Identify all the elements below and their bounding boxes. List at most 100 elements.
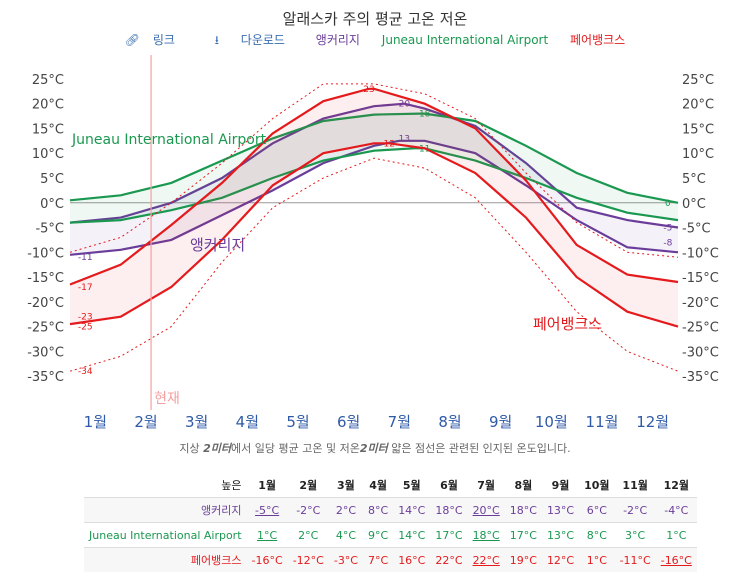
table-cell: 17°C (504, 522, 542, 548)
low-line-fairbanks (69, 142, 679, 328)
table-cell: 18°C (467, 522, 505, 548)
band-fairbanks (70, 88, 678, 327)
y-tick-left: -35°C (27, 370, 64, 385)
table-row: 앵커리지 -5°C -2°C 2°C 8°C 14°C 18°C 20°C 18°C 13°C 6°… (84, 497, 697, 523)
x-tick-label: 9월 (489, 413, 512, 430)
table-cell: 14°C (393, 522, 431, 548)
table-cell: 12°C (541, 547, 580, 572)
data-label: -11 (78, 253, 93, 263)
table-header-cell: 5월 (402, 479, 421, 492)
table-cell: 13°C (541, 497, 580, 523)
table-row: Juneau International Airport 1°C 2°C 4°C 9°C… (84, 522, 697, 548)
y-tick-left: 5°C (40, 172, 64, 187)
dotted-low-fairbanks (69, 157, 679, 372)
y-tick-left: -30°C (27, 345, 64, 360)
y-tick-left: -10°C (27, 246, 64, 261)
footnote-pre: 지상 (179, 442, 204, 455)
legend-anchorage[interactable]: 앵커리지 (315, 33, 360, 47)
download-label: 다운로드 (240, 33, 285, 47)
data-label: -17 (78, 283, 93, 293)
link-button[interactable]: 🔗︎ 링크 (124, 33, 175, 47)
table-cell: 13°C (541, 522, 580, 548)
table-cell: -2°C (287, 497, 329, 523)
table-header-cell: 9월 (551, 479, 570, 492)
table-cell: -4°C (655, 497, 697, 523)
band-juneau (70, 113, 678, 223)
table-row-name: Juneau International Airport (84, 522, 247, 548)
table-header-cell: 8월 (514, 479, 533, 492)
band-anchorage (70, 103, 678, 255)
y-tick-left: 0°C (40, 197, 64, 212)
y-tick-right: -20°C (682, 296, 719, 311)
table-cell: 4°C (328, 522, 363, 548)
y-tick-right: 5°C (682, 172, 706, 187)
temperature-chart: 25°C 25°C 20°C 20°C 15°C 15°C 10°C 10°C 5°C 5°C 0°… (27, 55, 719, 430)
summary-table: 높은 1월 2월 3월 4월 5월 6월 7월 8월 9월 10월 11월 12월 앵커리지 -5°C -2°… (84, 473, 697, 572)
table-cell: -16°C (246, 547, 288, 572)
table-cell: -16°C (655, 547, 697, 572)
table-cell: 18°C (504, 497, 542, 523)
x-tick-label: 1월 (84, 413, 107, 430)
table-cell: 8°C (579, 522, 615, 548)
table-cell: 2°C (287, 522, 329, 548)
table-cell: 1°C (655, 522, 697, 548)
inline-label-anchorage: 앵커리지 (190, 236, 245, 254)
inline-label-fairbanks: 페어뱅크스 (533, 315, 602, 333)
legend-juneau[interactable]: Juneau International Airport (381, 33, 549, 47)
y-tick-right: 20°C (682, 98, 714, 113)
chart-toolbar: 🔗︎ 링크 ⭳ 다운로드 앵커리지 Juneau International A… (0, 31, 750, 52)
table-cell: 3°C (614, 522, 656, 548)
dotted-high-fairbanks (69, 83, 679, 258)
table-cell: 18°C (430, 497, 468, 523)
y-tick-right: 0°C (682, 197, 706, 212)
table-row: 페어뱅크스 -16°C -12°C -3°C 7°C 16°C 22°C 22°C 19°C 12… (84, 547, 697, 572)
y-tick-right: -25°C (682, 321, 719, 336)
download-button[interactable]: ⭳ 다운로드 (206, 33, 294, 47)
inline-label-juneau: Juneau International Airport (71, 132, 267, 148)
data-label: 23 (363, 85, 374, 95)
table-cell: 19°C (504, 547, 542, 572)
high-line-anchorage (69, 102, 679, 229)
data-label: 20 (399, 100, 411, 110)
table-cell: -2°C (614, 497, 656, 523)
data-label: -34 (78, 367, 93, 377)
y-tick-right: 10°C (682, 147, 714, 162)
high-line-fairbanks (69, 87, 679, 286)
table-cell: 6°C (579, 497, 615, 523)
data-label: 13 (399, 134, 410, 144)
table-cell: -5°C (246, 497, 288, 523)
link-label: 링크 (152, 33, 175, 47)
table-cell: 16°C (393, 547, 431, 572)
table-header-cell: 2월 (299, 479, 318, 492)
y-tick-left: 15°C (32, 122, 64, 137)
table-header-cell: 3월 (337, 479, 355, 492)
data-label: 18 (419, 110, 431, 120)
table-cell: 22°C (430, 547, 468, 572)
low-line-juneau (69, 147, 679, 224)
legend-fairbanks[interactable]: 페어뱅크스 (570, 33, 626, 47)
y-tick-left: 20°C (32, 98, 64, 113)
footnote-bold-1: 2미터 (203, 442, 232, 455)
x-tick-label: 6월 (337, 413, 360, 430)
x-tick-label: 12월 (636, 413, 669, 430)
table-cell: 7°C (363, 547, 394, 572)
table-header-row: 높은 1월 2월 3월 4월 5월 6월 7월 8월 9월 10월 11월 12월 (84, 473, 697, 498)
table-cell: -3°C (328, 547, 363, 572)
y-tick-right: -10°C (682, 246, 719, 261)
table-cell: 17°C (430, 522, 468, 548)
y-tick-left: -15°C (27, 271, 64, 286)
table-cell: 20°C (467, 497, 505, 523)
y-tick-right: -15°C (682, 271, 719, 286)
footnote-bold-2: 2미터 (359, 442, 388, 455)
footnote-mid: 에서 일당 평균 고온 및 저온 (231, 442, 360, 455)
data-label: -8 (663, 238, 672, 248)
table-cell: 9°C (363, 522, 394, 548)
x-tick-label: 10월 (535, 413, 568, 430)
data-label: 0 (665, 199, 671, 209)
x-tick-label: 2월 (134, 413, 157, 430)
y-tick-left: -25°C (27, 321, 64, 336)
table-header-cell: 1월 (258, 479, 276, 492)
y-tick-right: -5°C (682, 222, 711, 237)
x-tick-label: 8월 (438, 413, 461, 430)
table-cell: 14°C (393, 497, 431, 523)
